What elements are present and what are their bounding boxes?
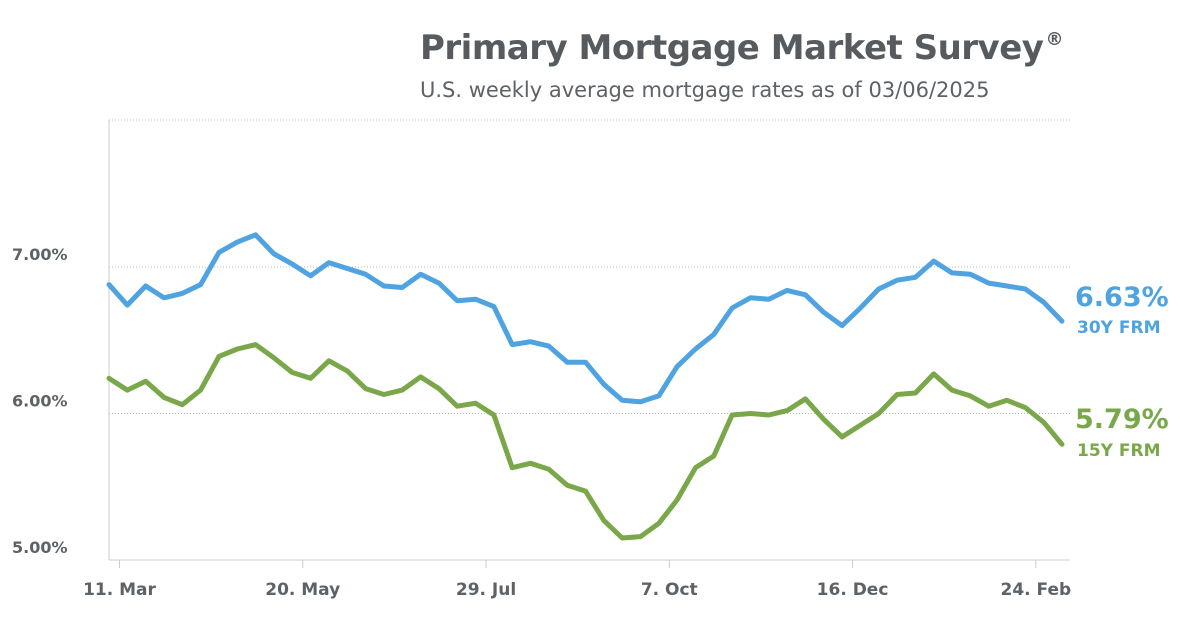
registered-mark: ® xyxy=(1045,29,1063,50)
series-end-value: 6.63% xyxy=(1075,282,1169,313)
chart-subtitle: U.S. weekly average mortgage rates as of… xyxy=(420,78,990,102)
x-tick-label: 29. Jul xyxy=(456,580,516,600)
y-tick-label: 5.00% xyxy=(12,538,68,557)
series-line-15y-frm xyxy=(106,342,1065,541)
x-tick-label: 24. Feb xyxy=(1000,580,1071,600)
x-tick-label: 20. May xyxy=(265,580,340,600)
series-lines xyxy=(106,232,1065,541)
axes: 7.00% 6.00% 5.00% 11. Mar 20. May 29. Jul 7. O… xyxy=(12,120,1071,600)
x-tick-label: 7. Oct xyxy=(641,580,698,600)
series-end-name: 30Y FRM xyxy=(1077,318,1161,338)
y-tick-label: 6.00% xyxy=(12,392,68,411)
chart-title: Primary Mortgage Market Survey ® xyxy=(420,28,1063,68)
x-tick-label: 16. Dec xyxy=(817,580,889,600)
gridlines xyxy=(109,119,1070,414)
series-end-value: 5.79% xyxy=(1075,404,1169,435)
series-end-name: 15Y FRM xyxy=(1077,441,1161,461)
x-tick-label: 11. Mar xyxy=(83,580,156,600)
y-tick-label: 7.00% xyxy=(12,245,68,264)
series-end-labels: 6.63% 30Y FRM 5.79% 15Y FRM xyxy=(1075,282,1169,461)
series-line-30y-frm xyxy=(106,232,1065,405)
